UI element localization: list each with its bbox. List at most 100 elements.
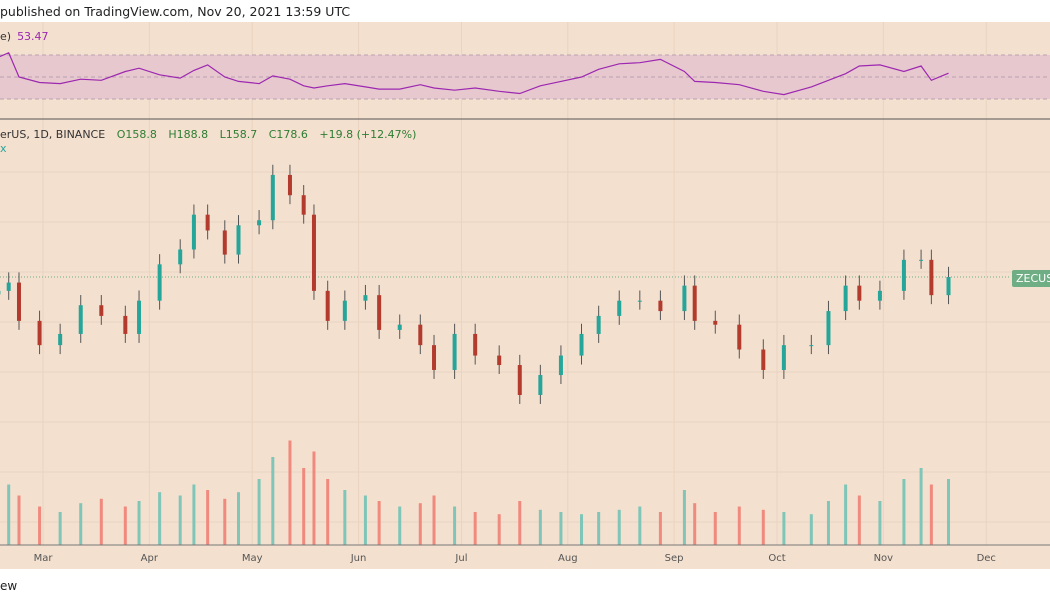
volume-bar	[638, 506, 642, 545]
volume-bar	[302, 468, 306, 545]
volume-bar	[257, 479, 261, 545]
high-value: H188.8	[168, 128, 209, 141]
volume-bar	[658, 512, 662, 545]
candle-body	[692, 285, 697, 321]
candle-body	[137, 300, 142, 334]
x-tick-label: May	[241, 553, 263, 564]
volume-bar	[123, 506, 127, 545]
x-tick-label: Dec	[976, 553, 996, 564]
x-tick-label: Jul	[455, 553, 468, 564]
x-tick-label: Mar	[33, 553, 53, 564]
volume-bar	[844, 484, 848, 545]
candle-body	[517, 365, 522, 396]
candle-body	[418, 324, 423, 346]
close-value: C178.6	[268, 128, 308, 141]
volume-bar	[398, 506, 402, 545]
volume-bar	[17, 495, 21, 545]
candle-body	[713, 320, 718, 325]
candle-body	[37, 320, 42, 346]
volume-bar	[271, 457, 275, 545]
volume-bar	[617, 509, 621, 545]
candle-body	[325, 290, 330, 321]
candle-body	[877, 290, 882, 301]
volume-bar	[682, 490, 686, 545]
volume-bar	[99, 498, 103, 545]
candle-body	[157, 264, 162, 301]
candle-body	[596, 315, 601, 334]
candle-body	[929, 259, 934, 296]
volume-bar	[137, 501, 141, 545]
candle-body	[222, 230, 227, 255]
candle-body	[946, 277, 951, 296]
candle-body	[637, 300, 642, 302]
candle-body	[191, 214, 196, 250]
candle-body	[178, 249, 183, 265]
candle-body	[397, 324, 402, 330]
volume-bar	[58, 512, 62, 545]
close-icon[interactable]: x	[0, 142, 7, 155]
change-value: +19.8 (+12.47%)	[319, 128, 417, 141]
candle-body	[257, 220, 262, 226]
candle-body	[58, 333, 63, 346]
volume-bar	[737, 506, 741, 545]
candle-body	[78, 305, 83, 334]
ohlc-legend: erUS, 1D, BINANCE O158.8 H188.8 L158.7 C…	[0, 128, 416, 141]
symbol-label: erUS, 1D, BINANCE	[0, 128, 106, 141]
candle-body	[579, 333, 584, 356]
volume-bar	[929, 484, 933, 545]
volume-bar	[38, 506, 42, 545]
candle-body	[311, 214, 316, 291]
volume-bar	[878, 501, 882, 545]
volume-bar	[343, 490, 347, 545]
volume-bar	[919, 468, 923, 545]
volume-bar	[223, 498, 227, 545]
candle-body	[377, 295, 382, 330]
volume-bar	[473, 512, 477, 545]
candle-body	[6, 282, 11, 291]
candle-body	[857, 285, 862, 301]
volume-bar	[597, 512, 601, 545]
volume-bar	[518, 501, 522, 545]
volume-bar	[947, 479, 951, 545]
volume-bar	[497, 514, 501, 545]
volume-bar	[377, 501, 381, 545]
candle-body	[205, 214, 210, 231]
candle-body	[826, 311, 831, 346]
chart-area[interactable]: e) 53.47 erUS, 1D, BINANCE O158.8 H188.8 …	[0, 22, 1050, 569]
volume-bar	[826, 501, 830, 545]
candle-body	[658, 300, 663, 312]
candle-body	[809, 345, 814, 347]
candle-body	[558, 355, 563, 376]
volume-bar	[761, 509, 765, 545]
x-tick-label: Apr	[140, 553, 158, 564]
open-value: O158.8	[116, 128, 157, 141]
volume-bar	[192, 484, 196, 545]
candle-body	[497, 355, 502, 366]
x-tick-label: Nov	[873, 553, 894, 564]
volume-bar	[206, 490, 210, 545]
candle-body	[737, 324, 742, 350]
candle-body	[781, 345, 786, 370]
candle-body	[452, 333, 457, 370]
volume-bar	[158, 492, 162, 545]
volume-bar	[857, 495, 861, 545]
candle-body	[16, 282, 21, 321]
x-tick-label: Jun	[350, 553, 367, 564]
candle-body	[236, 225, 241, 255]
candle-body	[843, 285, 848, 312]
volume-bar	[237, 492, 241, 545]
volume-bar	[326, 479, 330, 545]
candle-body	[123, 315, 128, 334]
candle-body	[363, 295, 368, 301]
volume-bar	[693, 503, 697, 545]
candle-body	[473, 333, 478, 356]
candle-body	[682, 285, 687, 312]
volume-bar	[453, 506, 457, 545]
x-tick-label: Sep	[664, 553, 684, 564]
low-value: L158.7	[219, 128, 258, 141]
candle-body	[270, 174, 275, 221]
published-header: published on TradingView.com, Nov 20, 20…	[0, 4, 351, 19]
candle-body	[301, 195, 306, 215]
x-tick-label: Aug	[558, 553, 578, 564]
chart-svg[interactable]	[0, 22, 1050, 569]
